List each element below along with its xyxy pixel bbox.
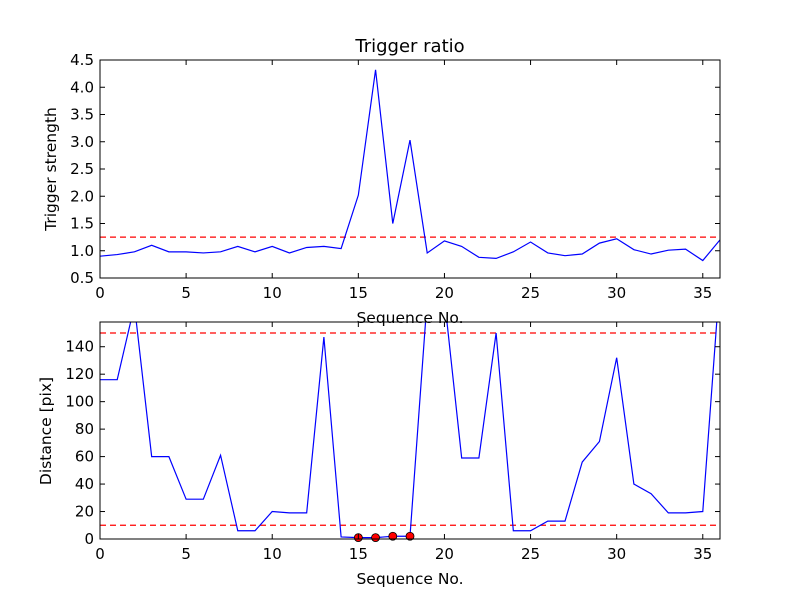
y-tick-label: 100 xyxy=(65,393,94,411)
data-point-marker xyxy=(405,531,415,541)
series-line xyxy=(100,69,720,262)
x-tick-label: 25 xyxy=(521,545,540,563)
x-tick-label: 35 xyxy=(693,284,712,302)
y-tick-label: 1.5 xyxy=(70,215,94,233)
chart-title: Trigger ratio xyxy=(354,36,464,57)
y-axis-ticks: 0 20 40 60 80 100 120 140 xyxy=(65,338,720,548)
x-axis-label: Sequence No. xyxy=(356,570,463,588)
axes-frame xyxy=(99,321,721,540)
plot-area xyxy=(100,322,720,543)
x-tick-label: 30 xyxy=(607,284,626,302)
y-axis-ticks: 0.5 1.0 1.5 2.0 2.5 3.0 3.5 4.0 4.5 xyxy=(70,51,720,287)
x-tick-label: 0 xyxy=(95,284,105,302)
y-tick-label: 4.0 xyxy=(70,78,94,96)
plot-clip xyxy=(100,69,720,262)
y-tick-label: 120 xyxy=(65,365,94,383)
y-tick-label: 140 xyxy=(65,338,94,356)
y-tick-label: 0.5 xyxy=(70,269,94,287)
y-axis-label: Trigger strength xyxy=(42,107,60,232)
x-axis-ticks: 0 5 10 15 20 25 30 35 xyxy=(95,322,712,563)
x-tick-label: 30 xyxy=(607,545,626,563)
y-axis-label: Distance [pix] xyxy=(37,377,55,485)
y-tick-label: 3.0 xyxy=(70,133,94,151)
y-tick-label: 3.5 xyxy=(70,106,94,124)
x-tick-label: 20 xyxy=(435,545,454,563)
y-tick-label: 20 xyxy=(75,503,94,521)
y-tick-label: 2.0 xyxy=(70,187,94,205)
x-tick-label: 5 xyxy=(181,545,191,563)
plot-area xyxy=(100,69,720,262)
data-point-marker xyxy=(371,533,380,543)
x-tick-label: 5 xyxy=(181,284,191,302)
x-tick-label: 35 xyxy=(693,545,712,563)
x-tick-label: 10 xyxy=(263,545,282,563)
x-axis-ticks: 0 5 10 15 20 25 30 35 xyxy=(95,60,712,302)
data-point-marker xyxy=(388,531,398,541)
x-tick-label: 10 xyxy=(263,284,282,302)
x-tick-label: 15 xyxy=(349,284,368,302)
y-tick-label: 0 xyxy=(84,530,94,548)
y-tick-label: 2.5 xyxy=(70,160,94,178)
x-tick-label: 15 xyxy=(349,545,368,563)
y-tick-label: 60 xyxy=(75,448,94,466)
x-tick-label: 0 xyxy=(95,545,105,563)
x-tick-label: 20 xyxy=(435,284,454,302)
y-tick-label: 80 xyxy=(75,420,94,438)
x-tick-label: 25 xyxy=(521,284,540,302)
trigger-ratio-plot: Trigger ratio 0 5 10 15 20 25 30 35 0.5 1.0 1.5 2.… xyxy=(42,36,721,327)
y-tick-label: 4.5 xyxy=(70,51,94,69)
y-tick-label: 40 xyxy=(75,475,94,493)
distance-plot: 0 5 10 15 20 25 30 35 0 20 40 60 80 100 120 140 Sequen… xyxy=(37,321,721,588)
y-tick-label: 1.0 xyxy=(70,242,94,260)
